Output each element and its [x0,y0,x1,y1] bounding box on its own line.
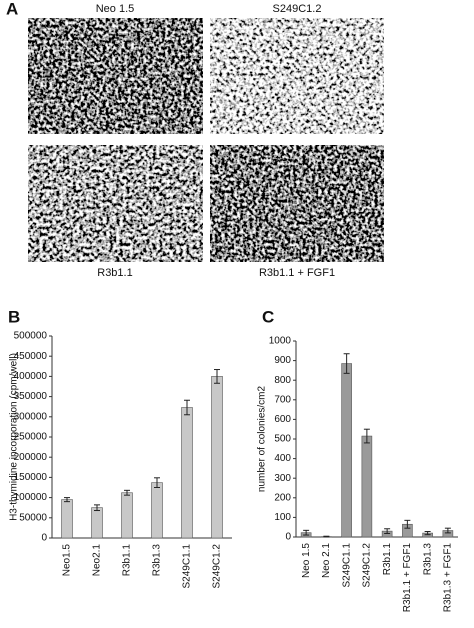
y-tick-label: 150000 [14,472,48,483]
error-bar [154,477,160,488]
y-axis-label: H3-thymidine incorporation (cpm/well) [9,353,20,521]
x-tick-label: R3b1.3 [422,543,433,576]
error-bar [94,504,100,512]
x-tick-label: R3b1.1 [382,543,393,576]
micrograph-label: S249C1.2 [273,3,322,15]
y-tick-label: 450000 [14,351,48,362]
error-bar [424,531,431,536]
micrograph [28,18,203,134]
micrograph-label: R3b1.1 [97,267,132,279]
error-bar [384,528,391,534]
y-tick-label: 800 [274,375,291,386]
bar [341,363,352,538]
y-tick-label: 500 [274,434,291,445]
y-tick-label: 50000 [19,512,47,523]
error-bar [343,353,350,374]
y-tick-label: 0 [285,532,291,543]
error-bar [124,489,130,496]
micrograph-label: R3b1.1 + FGF1 [259,267,335,279]
error-bar [444,527,451,534]
y-tick-label: 300 [274,473,291,484]
y-tick-label: 250000 [14,432,48,443]
y-tick-label: 1000 [269,336,292,347]
y-tick-label: 600 [274,414,291,425]
x-tick-label: R3b1.3 + FGF1 [443,543,454,613]
y-tick-label: 0 [41,533,47,544]
y-axis-label: number of colonies/cm2 [257,385,268,492]
micrograph [210,145,384,262]
bar [61,499,73,539]
x-tick-label: Neo 2.1 [321,543,332,578]
y-tick-label: 200 [274,492,291,503]
y-tick-label: 500000 [14,331,48,342]
panel-label: B [8,307,20,326]
x-tick-label: S249C1.2 [362,543,373,588]
micrograph [210,18,384,134]
bar [151,482,163,539]
x-tick-label: R3b1.1 [122,544,133,577]
error-bar [323,535,330,538]
panel-label: C [262,307,274,326]
y-tick-label: 400000 [14,371,48,382]
error-bar [184,399,190,416]
y-tick-label: 200000 [14,452,48,463]
bar [211,376,223,539]
bar [121,492,133,539]
y-tick-label: 400 [274,453,291,464]
y-tick-label: 100000 [14,492,48,503]
x-tick-label: S249C1.1 [182,544,193,589]
y-tick-label: 350000 [14,391,48,402]
error-bar [303,529,310,536]
panel-label: A [6,0,18,18]
error-bar [214,369,220,384]
x-tick-label: R3b1.1 + FGF1 [402,543,413,613]
micrograph [28,145,203,262]
y-tick-label: 700 [274,394,291,405]
error-bar [404,519,411,529]
x-tick-label: Neo1.5 [62,544,73,577]
error-bar [363,428,370,444]
bar [181,407,193,539]
error-bar [64,497,70,503]
x-tick-label: Neo 1.5 [301,543,312,578]
x-tick-label: S249C1.1 [341,543,352,588]
y-tick-label: 100 [274,512,291,523]
bar [361,435,373,538]
y-tick-label: 300000 [14,411,48,422]
x-tick-label: Neo2.1 [92,544,103,577]
x-tick-label: R3b1.3 [152,544,163,577]
micrograph-label: Neo 1.5 [96,3,135,15]
y-tick-label: 900 [274,355,291,366]
x-tick-label: S249C1.2 [212,544,223,589]
bar [91,507,103,539]
